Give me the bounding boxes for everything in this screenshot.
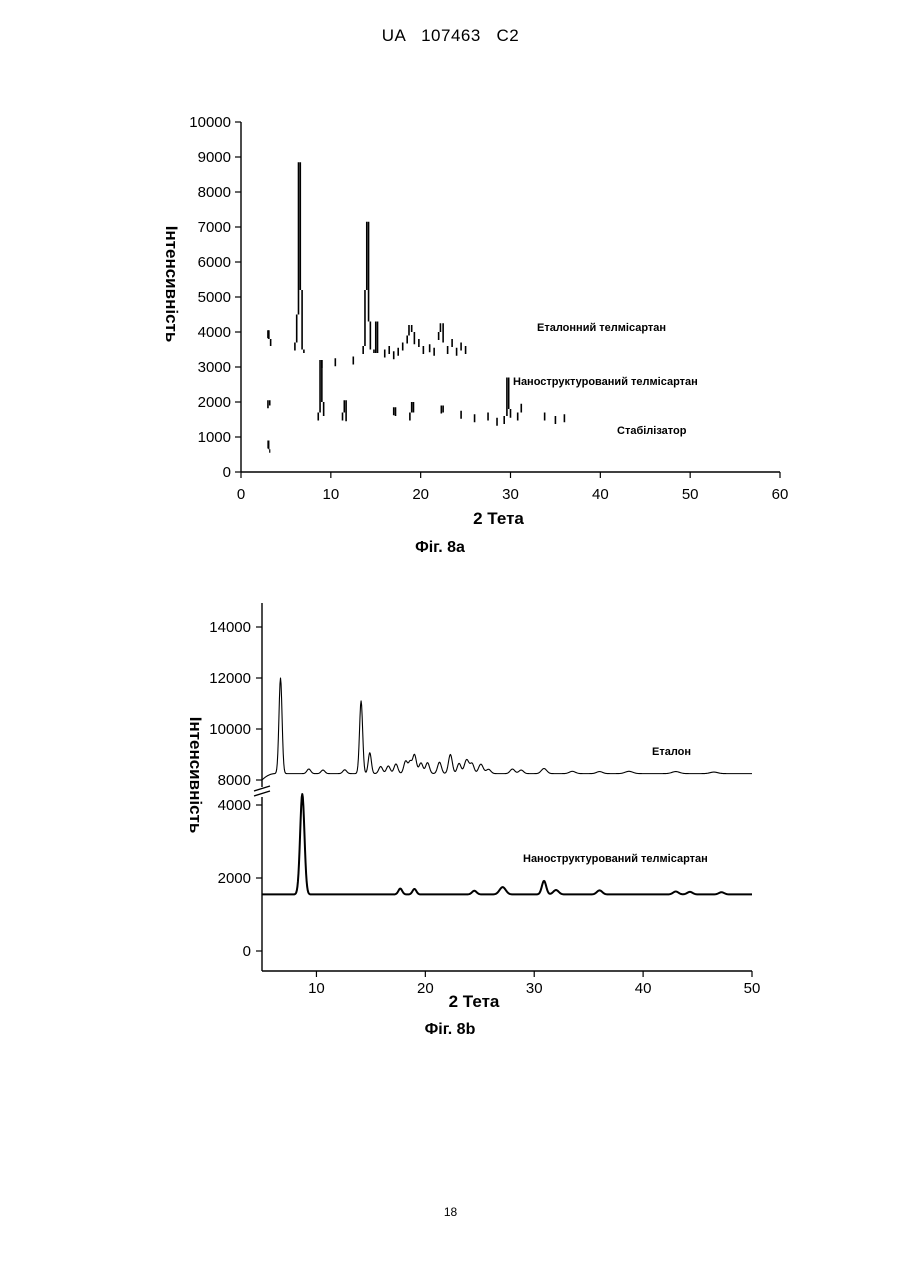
y-tick-label: 2000 bbox=[218, 870, 251, 887]
series-label-reference: Еталон bbox=[652, 746, 691, 758]
page-number: 18 bbox=[0, 1205, 901, 1219]
y-tick-label: 14000 bbox=[209, 619, 251, 636]
y-tick-label: 10000 bbox=[209, 721, 251, 738]
y-tick-label: 4000 bbox=[218, 797, 251, 814]
series-line-reference bbox=[262, 678, 752, 780]
axis-break-mark bbox=[254, 786, 270, 796]
y-tick-label: 8000 bbox=[218, 772, 251, 789]
figure-8b-chart: 8000 10000 12000 14000 0 2000 4000 10 20 30 40 50 2 … bbox=[0, 0, 901, 1100]
y-tick-label: 0 bbox=[243, 943, 251, 960]
series-label-nanostructured: Наноструктурований телмісартан bbox=[523, 853, 708, 865]
x-tick-label: 10 bbox=[308, 980, 325, 997]
x-axis-title: 2 Тета bbox=[449, 992, 500, 1011]
y-axis-title: Інтенсивність bbox=[186, 717, 205, 834]
x-tick-label: 40 bbox=[635, 980, 652, 997]
x-tick-label: 20 bbox=[417, 980, 434, 997]
y-tick-label: 12000 bbox=[209, 670, 251, 687]
x-tick-label: 30 bbox=[526, 980, 543, 997]
figure-caption: Фіг. 8b bbox=[425, 1021, 476, 1038]
x-tick-label: 50 bbox=[744, 980, 761, 997]
series-line-nanostructured bbox=[262, 794, 752, 894]
